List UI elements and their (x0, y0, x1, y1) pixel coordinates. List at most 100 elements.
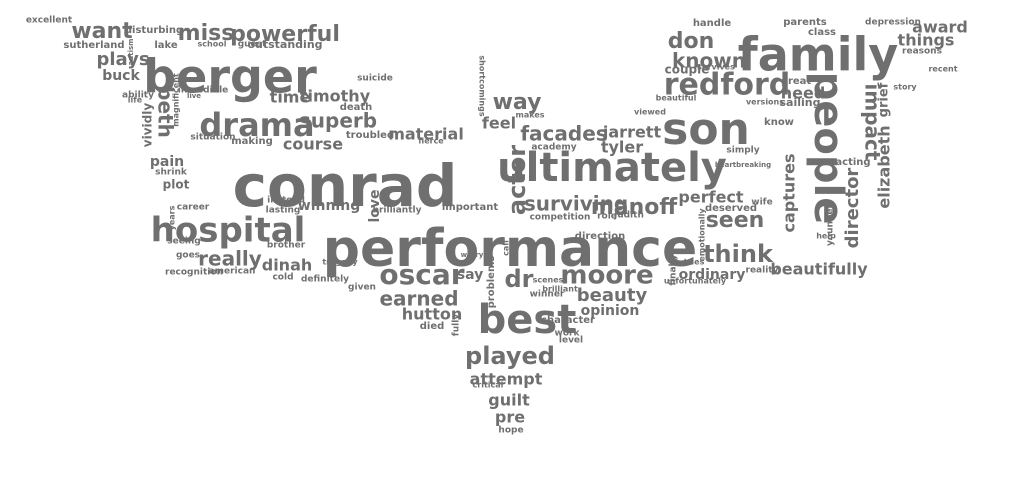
word-lake: lake (154, 40, 178, 51)
word-son: son (662, 104, 750, 155)
word-excellent: excellent (26, 16, 73, 26)
word-deserved: deserved (705, 203, 757, 214)
word-tries: tries (684, 258, 705, 267)
word-surviving: surviving (524, 192, 628, 216)
word-hutton: hutton (402, 305, 462, 324)
word-redford: redford (664, 68, 791, 103)
word-outstanding: outstanding (247, 38, 322, 51)
word-vividly: vividly (141, 103, 155, 148)
word-worry: worry (461, 251, 484, 259)
word-seen: seen (706, 208, 765, 233)
word-pain: pain (150, 154, 184, 170)
word-shrink: shrink (155, 168, 188, 178)
word-lasting: lasting (266, 206, 301, 216)
word-captures: captures (780, 153, 799, 232)
word-time: time (270, 88, 311, 107)
word-instead: instead (267, 196, 305, 206)
word-given: given (348, 283, 376, 293)
word-beautiful: beautiful (656, 94, 697, 103)
word-way: way (493, 90, 542, 115)
word-unfortunately: unfortunately (664, 277, 727, 286)
word-attempt: attempt (470, 370, 543, 389)
word-buck: buck (102, 68, 140, 84)
word-magnificent: magnificent (172, 73, 181, 127)
word-say: say (457, 267, 483, 283)
word-played: played (465, 342, 555, 370)
word-making: making (231, 136, 273, 147)
word-years: years (168, 205, 177, 230)
word-really: really (198, 247, 262, 271)
word-want: want (71, 19, 133, 44)
word-brilliant: brilliant (542, 285, 578, 294)
word-beth: beth (154, 86, 178, 138)
word-scenes: scenes (533, 276, 564, 285)
word-guilt: guilt (488, 391, 530, 410)
word-course: course (283, 135, 343, 154)
word-live: live (187, 92, 201, 100)
word-school: school (198, 40, 227, 49)
word-academy: academy (531, 143, 576, 153)
word-hospital: hospital (151, 211, 306, 251)
word-american: american (209, 267, 256, 277)
word-simply: simply (726, 146, 759, 156)
word-sutherland: sutherland (63, 40, 124, 51)
word-direction: direction (575, 231, 625, 242)
word-emotionally: emotionally (698, 208, 707, 262)
word-incredible: incredible (178, 86, 229, 96)
word-ordinary: ordinary (679, 267, 746, 283)
word-people: people (805, 72, 851, 225)
word-tyler: tyler (601, 138, 643, 157)
word-dinah: dinah (262, 256, 313, 275)
word-recent: recent (928, 65, 957, 74)
word-brilliantly: brilliantly (373, 206, 422, 216)
word-situation: situation (190, 133, 235, 143)
word-think: think (703, 240, 774, 268)
word-jarrett: jarrett (602, 123, 662, 142)
word-beauty: beauty (577, 285, 648, 306)
word-troubled: troubled (346, 130, 394, 141)
word-handle: handle (693, 18, 732, 29)
word-recognition: recognition (165, 268, 223, 278)
word-reasons: reasons (902, 47, 942, 57)
word-berger: berger (143, 50, 317, 104)
word-life: life (128, 96, 143, 105)
word-oscar: oscar (379, 258, 464, 291)
word-conrad: conrad (233, 152, 458, 220)
word-manoff: manoff (591, 195, 679, 220)
word-drama: drama (199, 106, 314, 144)
word-moore: moore (560, 261, 653, 291)
word-plays: plays (96, 49, 149, 70)
word-died: died (420, 321, 445, 332)
word-death: death (340, 102, 373, 113)
word-seeing: seeing (167, 237, 201, 247)
word-impact: impact (861, 84, 885, 161)
word-family: family (738, 28, 899, 82)
word-finally: finally (669, 254, 679, 285)
word-pre: pre (495, 408, 525, 427)
word-competition: competition (530, 213, 591, 223)
word-winning: winning (298, 198, 360, 214)
word-feel: feel (482, 114, 516, 133)
word-goes: goes (176, 251, 200, 261)
word-known: known (672, 49, 746, 73)
word-powerful: powerful (230, 22, 340, 47)
word-fierce: fierce (418, 137, 444, 146)
word-material: material (388, 125, 464, 144)
word-problems: problems (486, 256, 497, 309)
word-know: know (764, 117, 794, 128)
word-versions: versions (746, 98, 784, 107)
word-best: best (478, 297, 577, 343)
word-elizabeth: elizabeth (875, 125, 894, 208)
word-judith: judith (613, 211, 644, 221)
word-fully: fully (452, 314, 462, 336)
word-grief: grief (877, 82, 892, 117)
word-parents: parents (783, 17, 827, 28)
word-superb: superb (299, 109, 377, 133)
word-important: important (442, 202, 498, 213)
word-perfect: perfect (678, 188, 743, 207)
word-tragedy: tragedy (322, 258, 358, 267)
word-hope: hope (498, 426, 523, 436)
word-survives: survives (697, 63, 735, 72)
word-great: great (781, 76, 812, 87)
